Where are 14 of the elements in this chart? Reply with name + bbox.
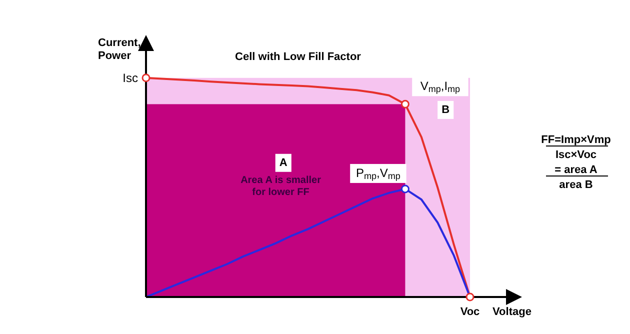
annotation: P$_{mp}$,V$_{mp}$ xyxy=(356,166,400,182)
text: Isc xyxy=(122,70,138,85)
text: Isc×Voc xyxy=(555,149,597,161)
annotation: A xyxy=(279,156,288,169)
annotation: V$_{mp}$,I$_{mp}$ xyxy=(420,79,460,94)
text: Voc xyxy=(460,306,480,318)
text: = area A xyxy=(554,164,598,176)
chart-title: Cell with Low Fill Factor xyxy=(235,51,362,63)
y-axis-title: Current, Power xyxy=(98,37,141,62)
text: FF=Imp×Vmp xyxy=(541,134,612,146)
text: area B xyxy=(559,179,593,191)
annotation: B xyxy=(442,104,450,116)
annotation: Area A is smaller for lower FF xyxy=(240,175,322,198)
x-axis-title: Voltage xyxy=(492,306,532,318)
